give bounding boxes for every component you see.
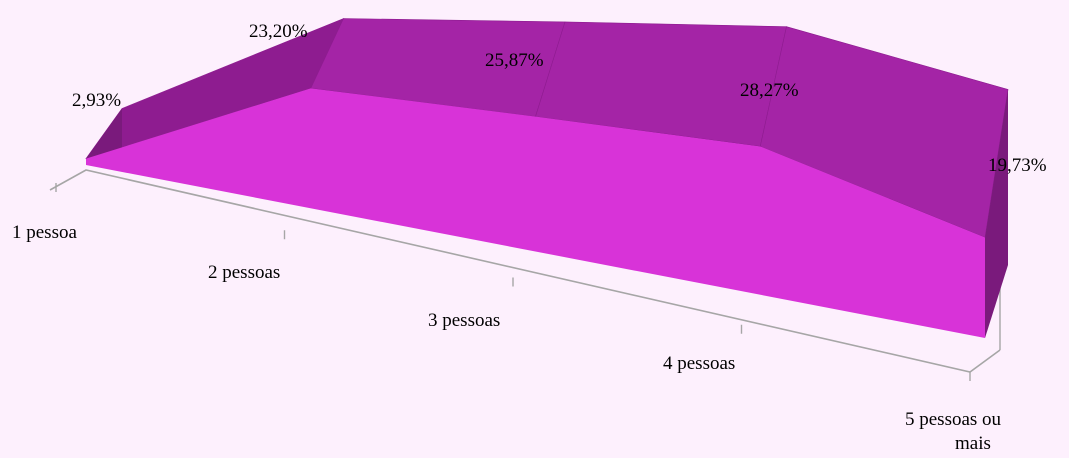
area-front-face — [86, 88, 985, 338]
x-tick-label-line: 5 pessoas ou — [905, 409, 1002, 430]
data-labels: 2,93% 23,20% 25,87% 28,27% 19,73% — [72, 21, 1047, 176]
x-tick-label-line: mais — [955, 433, 991, 454]
data-label: 2,93% — [72, 90, 121, 111]
x-tick-label: 1 pessoa — [12, 222, 77, 243]
category-labels: 1 pessoa 2 pessoas 3 pessoas 4 pessoas 5 pes… — [12, 222, 1002, 454]
area-right-side — [985, 89, 1008, 338]
x-tick-label: 5 pessoas ou mais — [905, 409, 1002, 454]
area-layer — [85, 17, 1009, 338]
data-label: 23,20% — [249, 21, 308, 42]
x-tick-label: 4 pessoas — [663, 353, 735, 374]
data-label: 25,87% — [485, 50, 544, 71]
data-label: 28,27% — [740, 80, 799, 101]
data-label: 19,73% — [988, 155, 1047, 176]
x-tick-label: 3 pessoas — [428, 310, 500, 331]
floor-edge — [49, 169, 1001, 373]
x-tick-label: 2 pessoas — [208, 262, 280, 283]
